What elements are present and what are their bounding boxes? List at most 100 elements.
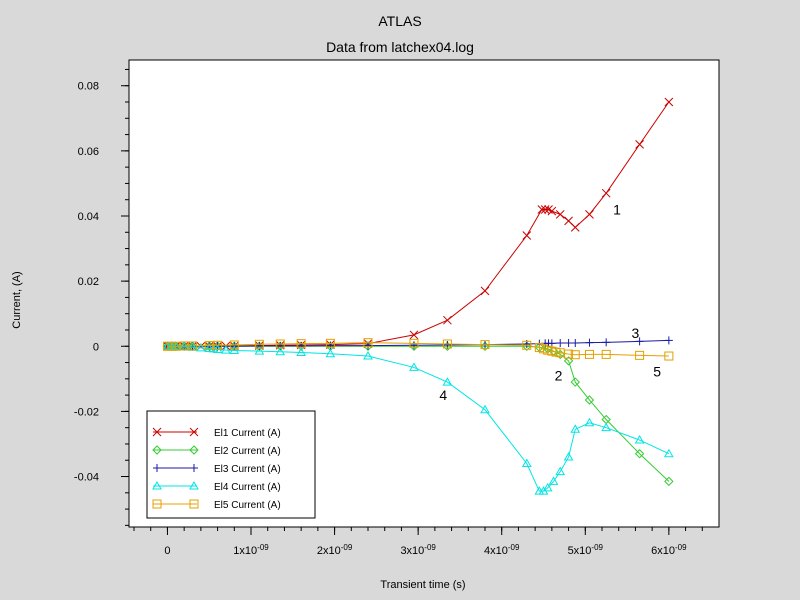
series-2-point — [563, 356, 574, 366]
series-3-point — [585, 338, 594, 347]
series-5-point — [522, 340, 532, 350]
series-5-point — [635, 350, 645, 360]
x-tick-label: 1x10-09 — [233, 543, 269, 557]
series-2-point — [275, 341, 285, 351]
legend-label: El5 Current (A) — [214, 500, 281, 511]
series-4-line — [167, 345, 670, 492]
series-3-point — [556, 339, 565, 348]
series-4-point — [634, 435, 645, 444]
legend-label: El4 Current (A) — [214, 482, 281, 493]
axes: 0 1x10-09 2x10-09 3x10-09 4x10-09 5x10-09 6x10… — [74, 68, 703, 557]
series-4-point — [196, 342, 206, 352]
series-1-point-stroke — [544, 205, 553, 214]
x-tick-label: 2x10-09 — [317, 543, 353, 557]
y-tick-label: 0.04 — [78, 211, 99, 223]
curve-label-2: 2 — [555, 367, 563, 383]
series-5-point — [564, 349, 574, 359]
y-tick-label: 0.08 — [78, 81, 99, 93]
series-4-point — [325, 348, 336, 358]
series-4-point — [563, 451, 574, 461]
legend-item: El2 Current (A) — [152, 445, 281, 457]
curve-label-5: 5 — [653, 364, 661, 380]
legend-marker — [189, 445, 199, 455]
series-1-point-stroke — [443, 315, 452, 325]
series-1-point — [409, 330, 419, 340]
series-1-point — [480, 286, 490, 296]
curve-label-4: 4 — [439, 387, 447, 403]
series-5-point — [480, 340, 490, 350]
x-tick-label: 5x10-09 — [568, 543, 604, 557]
legend-marker-stroke — [189, 427, 199, 437]
curve-label-3: 3 — [632, 325, 640, 341]
series-5-point — [409, 338, 419, 348]
legend-item: El5 Current (A) — [152, 499, 281, 511]
series-1-point-stroke — [540, 205, 550, 214]
series-1-point — [540, 205, 550, 214]
chart-subtitle: Data from latchex04.log — [326, 39, 474, 55]
annotation-layer: 1 2 3 4 5 — [439, 201, 661, 403]
series-5-point — [570, 350, 580, 360]
series-1-point — [522, 231, 532, 240]
series-4-point — [363, 351, 373, 360]
series-3-point — [602, 338, 611, 347]
series-4-point — [584, 417, 595, 427]
series-1-point-stroke — [601, 188, 611, 198]
legend-label: El2 Current (A) — [214, 446, 281, 457]
series-5-point — [296, 339, 306, 349]
x-tick-label: 4x10-09 — [484, 543, 520, 557]
legend-label: El3 Current (A) — [214, 464, 281, 475]
legend-marker — [152, 445, 162, 455]
series-4-point — [663, 448, 674, 458]
series-1-point-stroke — [664, 97, 674, 107]
series-2-point — [584, 395, 595, 405]
x-tick-label: 3x10-09 — [400, 543, 436, 557]
legend-item: El4 Current (A) — [152, 480, 281, 493]
series-3-point — [571, 339, 580, 348]
series-2-point — [254, 341, 265, 351]
series-5 — [162, 338, 674, 361]
series-4-point — [542, 482, 553, 492]
series-5-point — [363, 338, 373, 348]
series-4-point — [555, 466, 566, 476]
series-1-point-stroke — [555, 210, 565, 219]
legend-item: El1 Current (A) — [152, 427, 281, 439]
series-1-point-stroke — [480, 286, 490, 296]
series-4-point — [254, 346, 265, 355]
legend-marker — [190, 464, 198, 472]
series-2-point — [296, 341, 306, 351]
series-3-point — [409, 341, 418, 350]
chart-title: ATLAS — [378, 13, 421, 29]
series-5-point — [584, 349, 594, 359]
series-1-point-stroke — [537, 205, 547, 214]
x-tick-label: 0 — [164, 545, 170, 557]
series-1-point — [537, 205, 547, 214]
y-tick-label: 0 — [93, 341, 99, 353]
legend: El1 Current (A) El2 Current (A) El3 Curren… — [146, 410, 316, 519]
series-4 — [162, 341, 674, 495]
series-3-point — [664, 336, 673, 345]
series-3-point — [635, 337, 644, 346]
legend-marker — [189, 499, 199, 509]
legend-marker — [152, 480, 162, 490]
series-1-point — [547, 206, 557, 216]
curve-label-1: 1 — [613, 201, 621, 217]
series-1-point-stroke — [635, 139, 644, 149]
series-2-point — [363, 341, 373, 351]
series-4-point — [548, 476, 559, 485]
legend-marker — [152, 499, 162, 509]
series-1-point — [585, 210, 594, 219]
series-4-point — [601, 422, 612, 432]
series-1-point — [635, 139, 644, 149]
series-1-point — [443, 315, 452, 325]
series-layer — [162, 97, 674, 495]
y-tick-label: -0.02 — [74, 406, 99, 418]
series-4-point — [570, 424, 581, 433]
series-1-point-stroke — [409, 330, 419, 340]
series-5-point — [188, 341, 198, 351]
series-4-point — [409, 362, 419, 371]
legend-item: El3 Current (A) — [153, 464, 281, 475]
legend-label: El1 Current (A) — [214, 428, 281, 439]
series-1-point-stroke — [570, 223, 580, 232]
y-axis-label: Current, (A) — [11, 271, 23, 328]
